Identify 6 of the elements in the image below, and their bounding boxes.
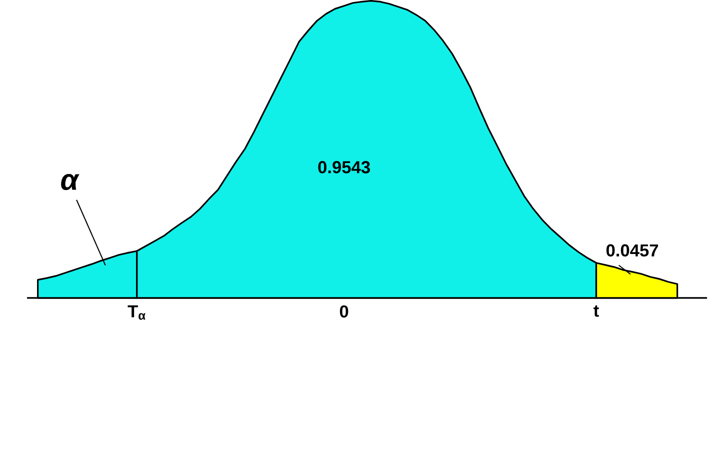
x-tick-label: 0 [340, 305, 348, 318]
annotation: 0.0457 [606, 244, 658, 256]
x-tick-label: t [594, 305, 599, 317]
annotation: 0.9543 [318, 160, 370, 174]
annotation: α [61, 174, 80, 190]
x-tick-label: T$_{α}$ [128, 305, 146, 320]
